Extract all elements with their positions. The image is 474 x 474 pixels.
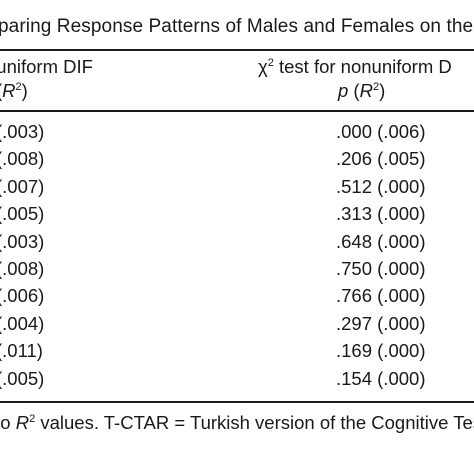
table-cell: .750 (.000) xyxy=(336,257,426,279)
table-cell: .297 (.000) xyxy=(336,312,426,334)
header-uniform-dif-label: nuniform DIF xyxy=(0,56,93,77)
table-cell: (.005) xyxy=(0,367,45,389)
uniform-dif-column: (.003) (.008) (.007) (.005) (.003) (.008… xyxy=(0,120,44,394)
table-caption: paring Response Patterns of Males and Fe… xyxy=(0,16,474,37)
table-cell: .313 (.000) xyxy=(336,203,426,225)
table-cell: .000 (.006) xyxy=(336,121,426,142)
table-cell: .154 (.000) xyxy=(336,367,426,389)
header-uniform-dif-subtitle: (R2) xyxy=(0,80,28,101)
table-cell: .169 (.000) xyxy=(336,340,426,362)
header-nonuniform-dif-subtitle: p (R2) xyxy=(338,80,386,101)
header-rule xyxy=(0,110,474,112)
nonuniform-dif-column: .000 (.006) .206 (.005) .512 (.000) .313… xyxy=(336,120,425,394)
table-cell: .648 (.000) xyxy=(336,230,426,252)
table-cell: (.003) xyxy=(0,230,45,252)
table-note: do R2 values. T-CTAR = Turkish version o… xyxy=(0,412,474,433)
header-nonuniform-dif-label: χ2 test for nonuniform D xyxy=(258,56,452,77)
table-cell: (.008) xyxy=(0,148,45,170)
table-cell: (.007) xyxy=(0,175,45,197)
table-cell: .766 (.000) xyxy=(336,285,426,307)
table-cell: (.006) xyxy=(0,285,45,307)
top-rule xyxy=(0,49,474,51)
table-cell: .206 (.005) xyxy=(336,148,426,170)
table-cell: (.003) xyxy=(0,121,45,142)
table-cell: (.008) xyxy=(0,257,45,279)
table-cell: (.011) xyxy=(0,340,43,362)
bottom-rule xyxy=(0,401,474,403)
table-cell: (.005) xyxy=(0,203,45,225)
table-cell: .512 (.000) xyxy=(336,175,426,197)
table-cell: (.004) xyxy=(0,312,45,334)
